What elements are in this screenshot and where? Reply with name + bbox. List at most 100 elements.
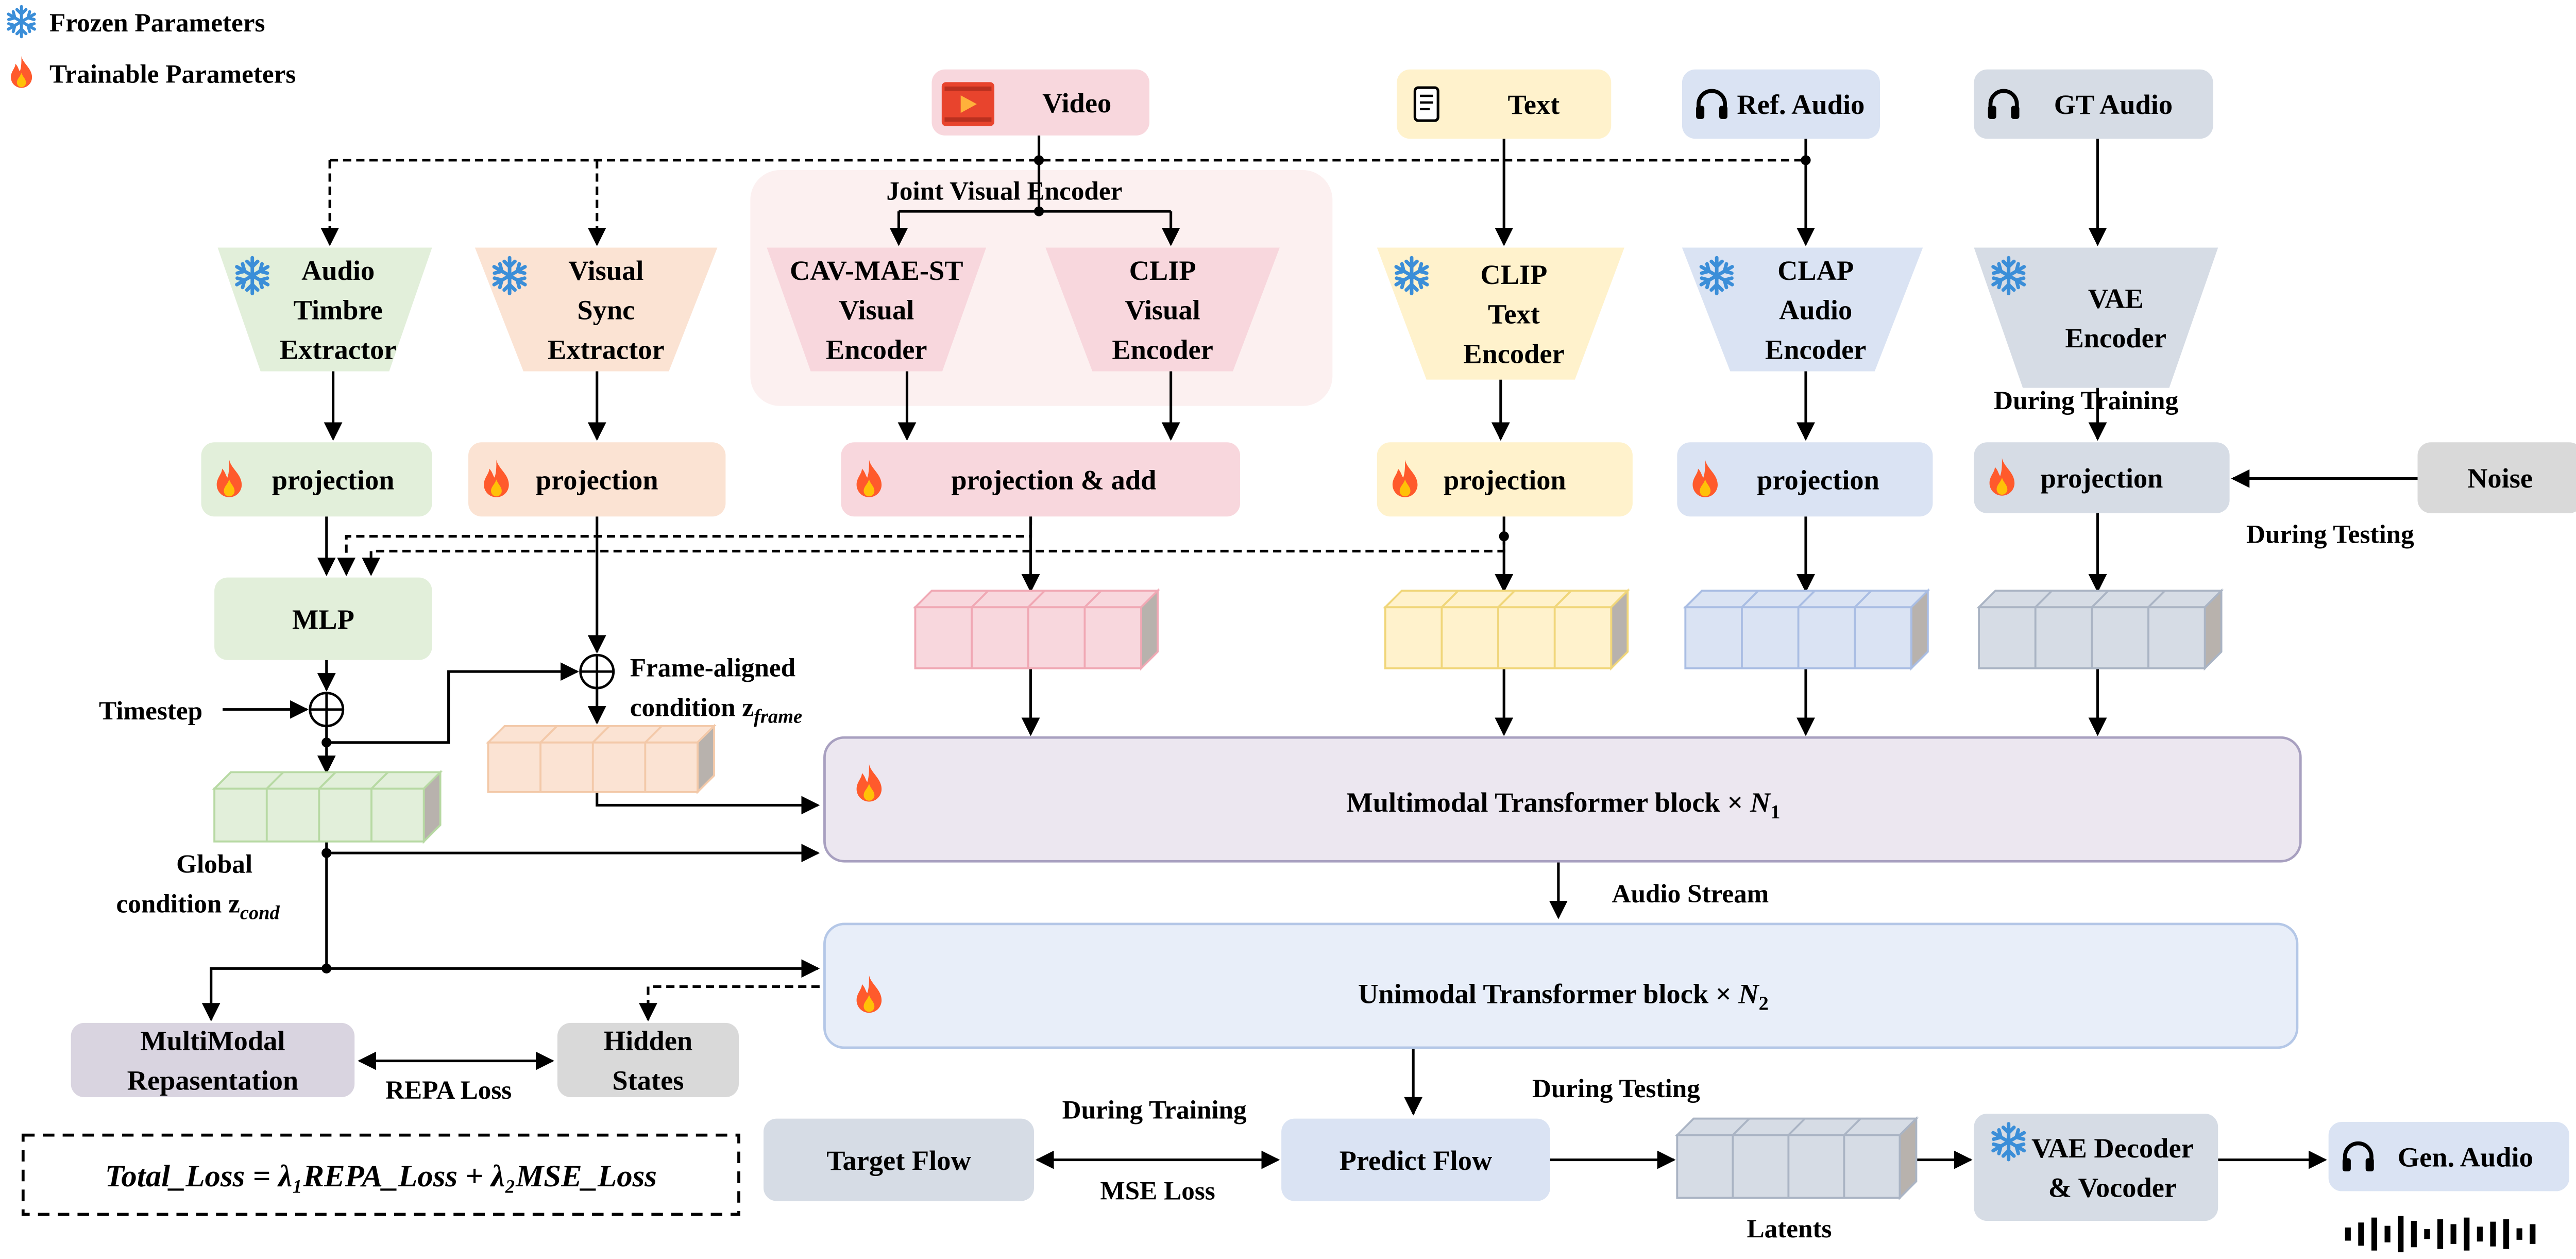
- node-label: Encoder: [826, 334, 927, 365]
- clap-node: CLAP Audio Encoder: [1682, 247, 1923, 372]
- waveform-bar: [2477, 1227, 2483, 1242]
- formula-text: Total_Loss = λ₁REPA_Loss + λ₂MSE_Loss: [105, 1159, 657, 1194]
- junction-dot: [321, 737, 332, 748]
- waveform-bar: [2371, 1217, 2378, 1251]
- total-loss-formula: Total_Loss = λ₁REPA_Loss + λ₂MSE_Loss: [21, 1133, 740, 1216]
- gen-audio-node: Gen. Audio: [2328, 1121, 2569, 1191]
- hidden-states-node: Hidden States: [557, 1022, 739, 1097]
- connector-arrow: [337, 516, 1032, 576]
- junction-dot: [1801, 155, 1811, 165]
- node-label: Visual: [1125, 295, 1200, 326]
- node-label: CAV-MAE-ST: [790, 255, 963, 286]
- node-label: Ref. Audio: [1737, 89, 1865, 120]
- node-label: Encoder: [2065, 323, 2166, 354]
- global-label: Global: [176, 850, 252, 879]
- junction-dot: [321, 963, 332, 973]
- junction-dot: [1499, 531, 1509, 542]
- mlp-node: MLP: [214, 577, 432, 660]
- embedding-cube: [1976, 588, 2224, 671]
- waveform-bar: [2437, 1219, 2444, 1249]
- clip-visual-node: CLIP Visual Encoder: [1045, 247, 1280, 372]
- waveform-bar: [2398, 1216, 2404, 1252]
- proj-yellow-node: projection: [1377, 442, 1633, 517]
- node-label: projection & add: [951, 464, 1156, 495]
- ref-audio-node: Ref. Audio: [1682, 69, 1880, 139]
- node-label: Visual: [839, 295, 914, 326]
- proj-green-node: projection: [201, 442, 432, 517]
- timestep-label: Timestep: [99, 696, 202, 726]
- node-label: & Vocoder: [2048, 1172, 2177, 1203]
- connector-arrow: [362, 536, 1505, 576]
- embedding-cubes: [212, 588, 2224, 1200]
- video-icon: [941, 82, 995, 126]
- frame-condition-label: condition zframe: [630, 693, 802, 728]
- node-label: Extractor: [280, 334, 397, 365]
- node-label: Predict Flow: [1340, 1145, 1493, 1176]
- connector-arrow: [201, 967, 327, 1022]
- embedding-cube: [485, 724, 717, 795]
- connector-arrow: [596, 792, 820, 815]
- waveform-bar: [2358, 1222, 2364, 1246]
- node-label: projection: [272, 464, 395, 495]
- node-label: projection: [1757, 464, 1879, 495]
- multimodal-transformer-block: Multimodal Transformer block × N1: [823, 736, 2302, 863]
- visual-sync-node: Visual Sync Extractor: [474, 247, 718, 372]
- cavmae-node: CAV-MAE-ST Visual Encoder: [767, 247, 987, 372]
- node-label: Timbre: [294, 295, 383, 326]
- multimodal-block-label: Multimodal Transformer block × N1: [1346, 787, 1780, 823]
- embedding-cube: [912, 588, 1160, 671]
- legend-trainable: Trainable Parameters: [49, 59, 296, 89]
- node-label: Repasentation: [127, 1065, 299, 1096]
- waveform-bar: [2503, 1219, 2510, 1249]
- node-label: CLIP: [1129, 255, 1196, 286]
- waveform-bar: [2424, 1229, 2430, 1239]
- latents-label: Latents: [1747, 1214, 1832, 1244]
- node-label: VAE Decoder: [2031, 1133, 2194, 1164]
- connector-arrow: [326, 662, 579, 744]
- repa-loss-label: REPA Loss: [385, 1076, 512, 1105]
- during-testing-label: During Testing: [2246, 519, 2414, 549]
- node-label: Text: [1507, 89, 1560, 120]
- node-label: Text: [1488, 299, 1540, 330]
- embedding-cube: [1383, 588, 1630, 671]
- node-label: VAE: [2088, 283, 2144, 314]
- legend-frozen: Frozen Parameters: [49, 8, 265, 38]
- proj-pink-node: projection & add: [841, 442, 1241, 517]
- video-node: Video: [931, 69, 1150, 136]
- waveform-bar: [2450, 1224, 2456, 1244]
- text-node: Text: [1397, 69, 1612, 139]
- noise-node: Noise: [2417, 442, 2576, 513]
- clip-text-node: CLIP Text Encoder: [1377, 247, 1624, 380]
- gt-audio-node: GT Audio: [1974, 69, 2213, 139]
- node-label: CLIP: [1480, 259, 1547, 290]
- node-label: Audio: [301, 255, 375, 286]
- waveform-bar: [2411, 1221, 2417, 1248]
- predict-flow-node: Predict Flow: [1281, 1118, 1550, 1201]
- waveform-bar: [2516, 1228, 2522, 1240]
- sum-node-frame: [579, 653, 615, 690]
- node-label: Audio: [1779, 295, 1852, 326]
- mse-loss-label: MSE Loss: [1100, 1176, 1215, 1205]
- node-label: projection: [1444, 464, 1566, 495]
- node-label: MLP: [292, 604, 354, 635]
- during-training-label: During Training: [1994, 386, 2178, 415]
- waveform-bar: [2490, 1221, 2496, 1247]
- node-label: Noise: [2467, 463, 2533, 494]
- waveform-bar: [2345, 1227, 2351, 1241]
- node-label: CLAP: [1777, 255, 1854, 286]
- node-label: Encoder: [1112, 334, 1213, 365]
- target-flow-node: Target Flow: [764, 1118, 1034, 1201]
- waveform-bar: [2464, 1217, 2470, 1251]
- sum-node-timestep: [309, 692, 345, 728]
- during-training-label: During Training: [1062, 1096, 1247, 1125]
- proj-blue-node: projection: [1677, 442, 1933, 517]
- proj-gray-node: projection: [1974, 442, 2230, 513]
- during-testing-label: During Testing: [1532, 1074, 1700, 1103]
- waveform-icon: [2345, 1216, 2536, 1252]
- node-label: States: [612, 1065, 684, 1096]
- connector-arrow: [639, 985, 820, 1022]
- mm-repr-node: MultiModal Repasentation: [71, 1022, 355, 1097]
- node-label: projection: [536, 464, 658, 495]
- vae-decoder-node: VAE Decoder & Vocoder: [1974, 1113, 2218, 1221]
